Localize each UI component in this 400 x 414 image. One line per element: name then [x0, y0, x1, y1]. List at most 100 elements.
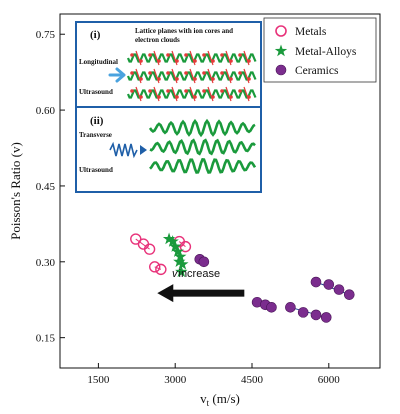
inset-diagram: (i) Lattice planes with ion cores and el…	[75, 21, 262, 193]
electron-cloud	[135, 86, 142, 102]
ion-core	[148, 89, 152, 93]
ceramics-series	[194, 253, 355, 323]
inset-panel1-title-line1: Lattice planes with ion cores and	[135, 27, 233, 35]
ion-core	[148, 71, 152, 75]
ion-core	[220, 89, 224, 93]
x-tick-label: 4500	[241, 374, 264, 386]
electron-cloud	[153, 68, 160, 84]
electron-cloud	[225, 86, 232, 102]
ceramics-point	[198, 256, 210, 268]
x-axis: 1500 3000 4500 6000	[87, 363, 340, 386]
ion-core	[148, 53, 152, 57]
x-tick-label: 6000	[318, 374, 341, 386]
longitudinal-arrow-icon	[108, 67, 126, 83]
series-connector	[315, 281, 350, 296]
ceramics-point	[310, 309, 322, 321]
electron-cloud	[225, 50, 232, 66]
electron-cloud	[189, 50, 196, 66]
metal-alloys-point	[173, 255, 186, 268]
metal-alloys-point	[174, 250, 187, 262]
electron-cloud	[171, 50, 178, 66]
electron-cloud	[243, 68, 250, 84]
metal-alloys-series	[162, 232, 189, 278]
transverse-lattice	[148, 118, 257, 174]
metal-alloys-point	[169, 240, 182, 252]
increase-annotation	[157, 284, 245, 303]
inset-panel2-label-top: Transverse	[79, 131, 112, 139]
electron-cloud	[135, 50, 142, 66]
ion-core	[166, 71, 170, 75]
y-tick-label: 0.45	[36, 181, 56, 193]
plot-frame	[59, 13, 381, 369]
metal-alloys-point	[171, 245, 184, 257]
electron-cloud	[207, 68, 214, 84]
ion-core	[184, 71, 188, 75]
inset-panel1-label-top: Longitudinal	[79, 58, 118, 66]
inset-panel2-label-bottom: Ultrasound	[79, 166, 113, 174]
ion-core	[202, 89, 206, 93]
legend-metals-label: Metals	[295, 26, 327, 38]
x-tick-label: 3000	[164, 374, 187, 386]
inset-panel2-tag: (ii)	[90, 115, 104, 127]
electron-cloud	[153, 50, 160, 66]
electron-cloud	[243, 50, 250, 66]
electron-cloud	[153, 86, 160, 102]
y-tick-label: 0.60	[36, 105, 56, 117]
ion-core	[130, 89, 134, 93]
y-axis-title: Poisson's Ratio (v)	[8, 142, 23, 240]
ion-core	[220, 71, 224, 75]
ion-core	[202, 71, 206, 75]
metal-alloys-point	[176, 257, 189, 270]
ceramics-point	[297, 307, 309, 318]
legend: Metals Metal-Alloys Ceramics	[263, 17, 377, 83]
legend-metals-marker	[275, 25, 287, 37]
ion-core	[238, 71, 242, 75]
lattice-plane	[149, 157, 257, 174]
ion-core	[220, 53, 224, 57]
electron-cloud	[243, 86, 250, 102]
inset-panel1-label-bottom: Ultrasound	[79, 88, 113, 96]
y-tick-label: 0.75	[36, 29, 56, 41]
ion-core	[184, 53, 188, 57]
ceramics-point	[285, 302, 296, 313]
transverse-wave-icon	[109, 141, 138, 159]
ceramics-point	[320, 312, 332, 323]
ion-core	[130, 53, 134, 57]
electron-cloud	[207, 86, 214, 102]
metals-point	[179, 240, 192, 253]
electron-cloud	[189, 68, 196, 84]
x-axis-title-subscript: t	[207, 398, 210, 408]
metal-alloys-point	[166, 235, 179, 247]
y-tick-label: 0.15	[36, 333, 56, 345]
ceramics-point	[266, 302, 277, 313]
series-connector	[178, 241, 186, 248]
electron-cloud	[225, 68, 232, 84]
transverse-arrowhead-icon	[140, 145, 147, 155]
ion-core	[238, 89, 242, 93]
legend-metal-alloys-label: Metal-Alloys	[295, 46, 357, 58]
ion-core	[238, 53, 242, 57]
metal-alloys-point	[162, 232, 176, 245]
metal-alloys-point	[175, 265, 188, 278]
increase-label: vincrease	[172, 268, 220, 280]
electron-cloud	[207, 50, 214, 66]
longitudinal-lattice	[126, 50, 257, 102]
increase-arrow-shaft	[169, 289, 245, 297]
ion-core	[130, 71, 134, 75]
legend-ceramics-marker	[275, 64, 287, 76]
electron-cloud	[171, 86, 178, 102]
ceramics-point	[310, 276, 322, 288]
metals-point	[130, 233, 142, 245]
lattice-plane	[149, 138, 256, 156]
y-axis: 0.15 0.30 0.45 0.60 0.75	[36, 29, 65, 345]
x-axis-title: vt (m/s)	[200, 391, 240, 408]
ceramics-point	[343, 289, 355, 300]
ion-core	[184, 89, 188, 93]
lattice-plane	[126, 89, 257, 99]
y-tick-label: 0.30	[36, 257, 56, 269]
ion-core	[166, 53, 170, 57]
metals-point	[155, 263, 167, 276]
legend-metal-alloys-marker	[274, 44, 288, 57]
ceramics-point	[333, 284, 345, 295]
